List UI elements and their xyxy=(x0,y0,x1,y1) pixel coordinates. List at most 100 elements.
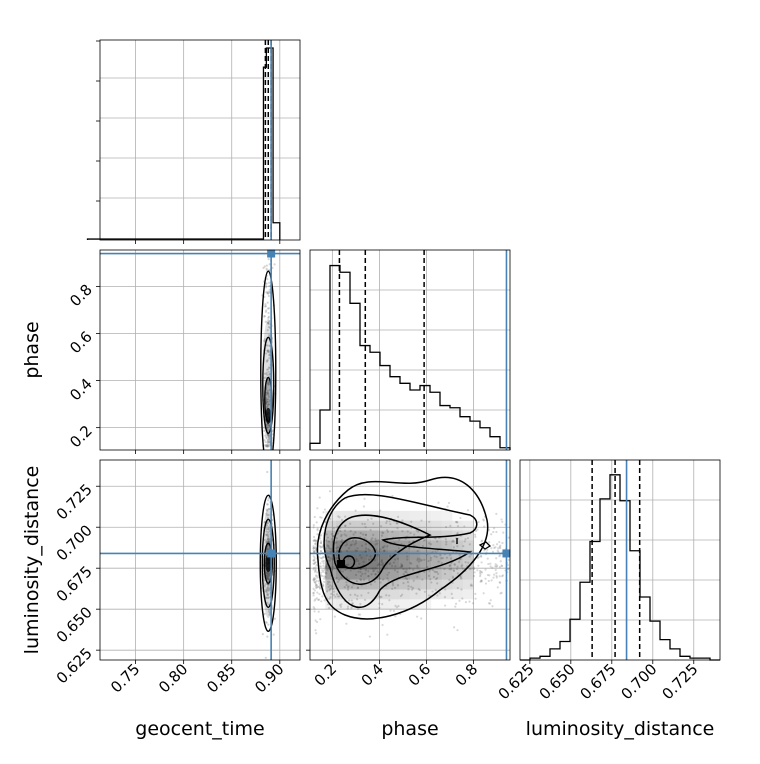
scatter-point xyxy=(263,584,266,587)
scatter-point xyxy=(406,530,409,533)
x-tick-label: 0.80 xyxy=(155,660,191,696)
scatter-point xyxy=(388,520,391,523)
scatter-point xyxy=(267,589,270,592)
scatter-point xyxy=(267,315,271,318)
scatter-point xyxy=(484,582,488,585)
scatter-point xyxy=(313,589,317,592)
scatter-point xyxy=(446,505,449,508)
scatter-point xyxy=(388,599,391,602)
scatter-point xyxy=(313,607,316,610)
scatter-point xyxy=(266,374,269,377)
scatter-point xyxy=(266,427,269,430)
scatter-point xyxy=(350,599,353,602)
scatter-point xyxy=(416,557,419,560)
scatter-point xyxy=(264,305,267,308)
scatter-point xyxy=(267,322,270,326)
density-cell xyxy=(325,550,336,560)
y-tick-label: 0.675 xyxy=(53,562,96,605)
scatter-point xyxy=(263,315,266,318)
scatter-point xyxy=(478,569,482,573)
scatter-point xyxy=(312,568,315,571)
scatter-point xyxy=(499,581,502,584)
scatter-point xyxy=(347,599,351,602)
density-cell xyxy=(367,579,379,590)
scatter-point xyxy=(459,516,462,520)
scatter-point xyxy=(347,547,351,550)
scatter-point xyxy=(438,592,441,595)
density-cell xyxy=(367,560,379,570)
scatter-point xyxy=(265,533,269,537)
scatter-point xyxy=(323,568,326,572)
contour xyxy=(338,537,377,570)
scatter-point xyxy=(332,587,335,591)
scatter-point xyxy=(367,570,370,573)
scatter-point xyxy=(267,423,270,427)
scatter-point xyxy=(381,561,384,564)
scatter-point xyxy=(453,563,456,567)
scatter-point xyxy=(265,309,268,312)
scatter-point xyxy=(326,589,329,592)
scatter-point xyxy=(370,517,373,520)
scatter-point xyxy=(312,549,315,552)
scatter-point xyxy=(357,613,360,616)
density-cell xyxy=(357,589,368,600)
scatter-point xyxy=(338,578,341,581)
density-cell xyxy=(420,560,432,570)
scatter-point xyxy=(391,494,394,498)
scatter-point xyxy=(436,572,440,575)
scatter-point xyxy=(316,591,319,594)
scatter-point xyxy=(316,507,319,510)
scatter-point xyxy=(453,562,456,566)
density-cell xyxy=(452,520,463,531)
scatter-point xyxy=(316,576,319,579)
scatter-point xyxy=(266,307,270,310)
density-cell xyxy=(431,510,442,521)
ylabel-phase: phase xyxy=(21,321,43,378)
scatter-point xyxy=(267,311,270,315)
scatter-point xyxy=(406,555,409,558)
scatter-point xyxy=(383,545,386,548)
scatter-point xyxy=(380,534,384,537)
scatter-point xyxy=(394,558,397,561)
scatter-point xyxy=(490,579,493,582)
density-cell xyxy=(410,589,421,600)
y-tick-label: 0.625 xyxy=(53,644,96,687)
scatter-point xyxy=(396,527,399,530)
scatter-point xyxy=(410,520,413,523)
scatter-point xyxy=(267,437,271,440)
density-cell xyxy=(378,520,389,531)
scatter-point xyxy=(315,574,318,577)
scatter-point xyxy=(321,595,324,598)
scatter-point xyxy=(412,568,415,571)
density-cell xyxy=(325,530,336,541)
scatter-point xyxy=(314,539,317,542)
contour xyxy=(263,542,273,584)
scatter-point xyxy=(397,604,400,608)
scatter-point xyxy=(312,539,315,542)
scatter-point xyxy=(314,577,317,580)
scatter-point xyxy=(267,535,270,538)
scatter-point xyxy=(488,541,491,544)
scatter-point xyxy=(448,553,452,556)
contour xyxy=(261,518,275,608)
density-cell xyxy=(357,560,368,570)
scatter-point xyxy=(474,592,477,595)
scatter-point xyxy=(415,592,418,595)
scatter-point xyxy=(267,596,270,599)
scatter-point xyxy=(324,576,327,579)
scatter-point xyxy=(268,613,271,616)
density-cell xyxy=(431,569,442,580)
scatter-point xyxy=(266,292,269,295)
scatter-point xyxy=(330,537,333,541)
scatter-point xyxy=(316,528,319,532)
scatter-point xyxy=(314,546,317,549)
scatter-point xyxy=(336,580,340,583)
scatter-point xyxy=(355,542,358,545)
density-cell xyxy=(378,550,389,560)
density-cell xyxy=(367,530,379,541)
scatter-point xyxy=(351,539,355,542)
scatter-point xyxy=(388,563,391,566)
x-tick-label: 0.6 xyxy=(405,660,435,690)
density-cell xyxy=(462,579,474,590)
scatter-phase-distance xyxy=(312,476,510,638)
